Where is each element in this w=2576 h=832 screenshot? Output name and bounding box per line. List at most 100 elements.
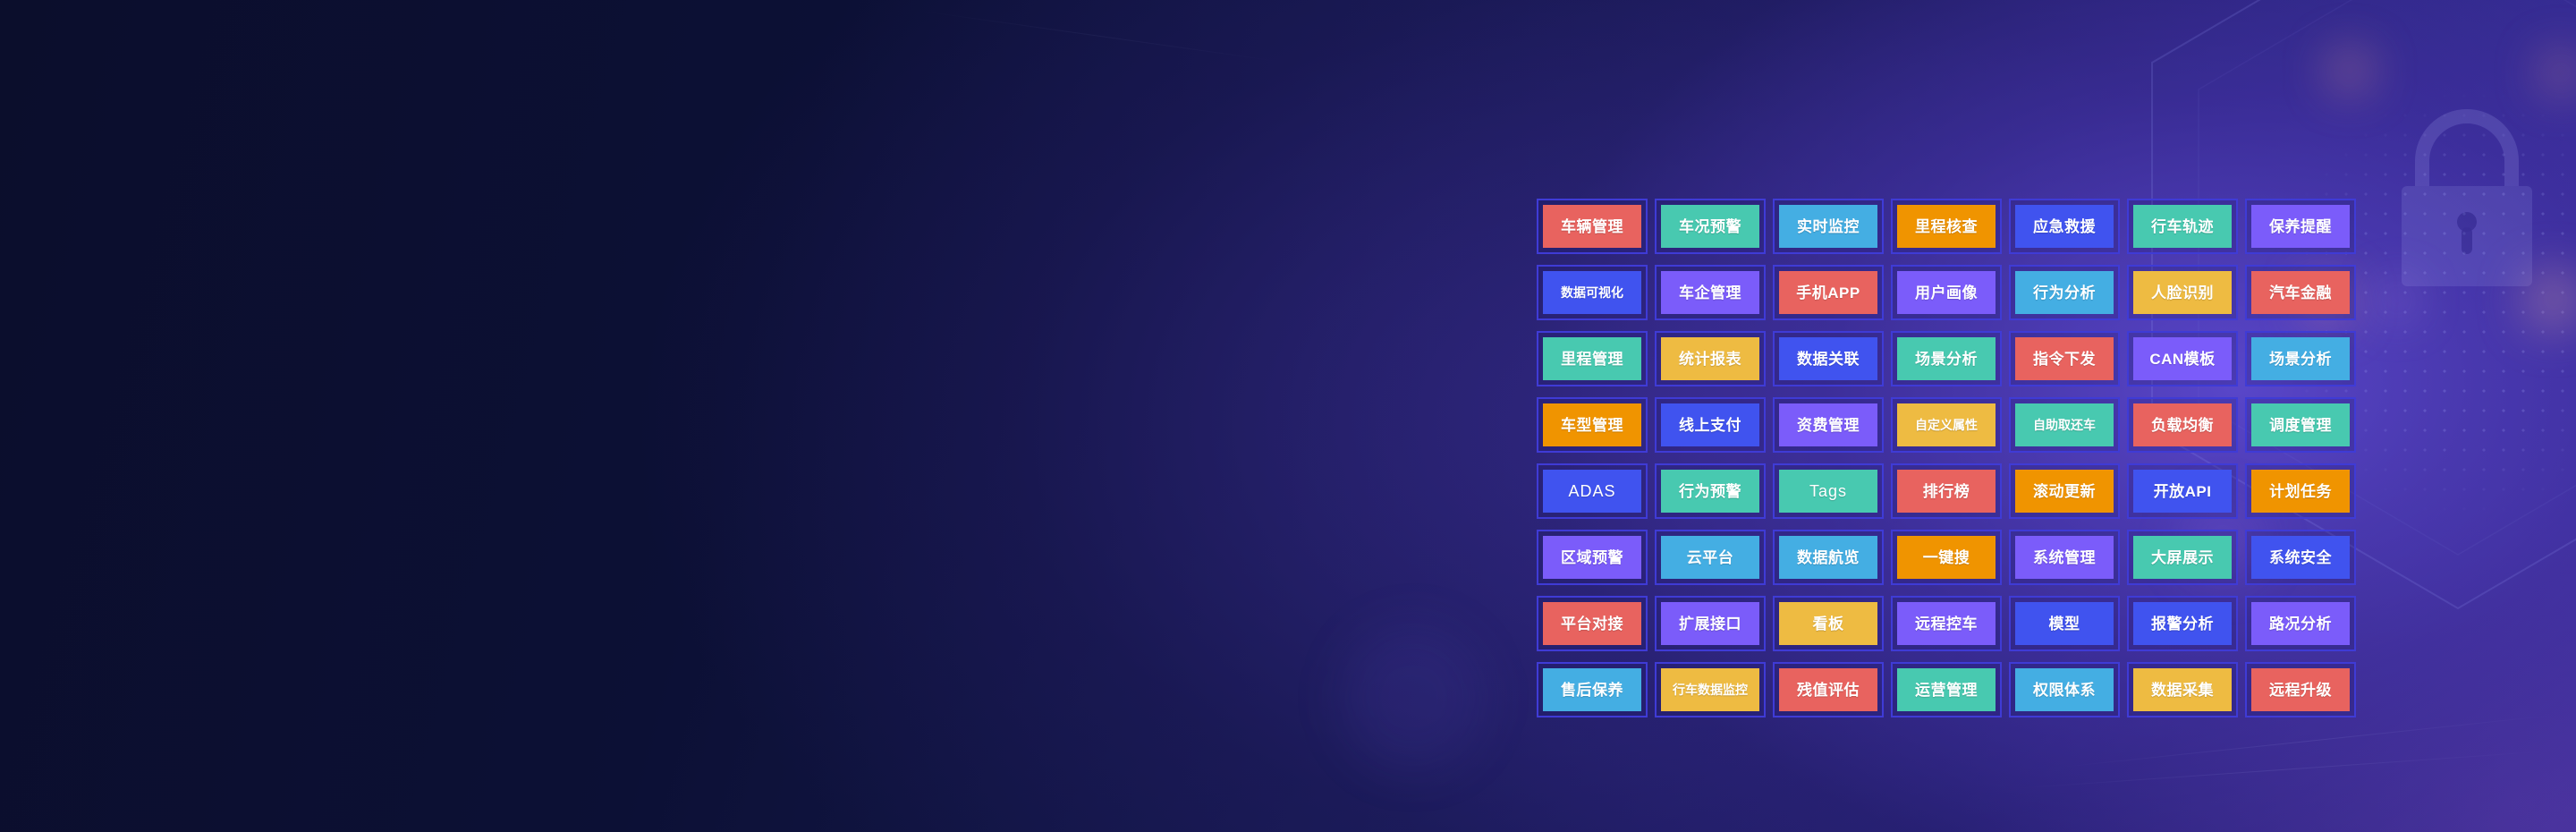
- feature-tile-label: 应急救援: [2015, 205, 2114, 248]
- feature-tile[interactable]: 用户画像: [1891, 265, 2002, 320]
- feature-tile[interactable]: 实时监控: [1773, 199, 1884, 254]
- feature-tile-label: 模型: [2015, 602, 2114, 645]
- feature-tile[interactable]: Tags: [1773, 463, 1884, 519]
- feature-tile-label: 场景分析: [1897, 337, 1996, 380]
- feature-tile-label: 车企管理: [1661, 271, 1759, 314]
- feature-tile-label: 大屏展示: [2133, 536, 2232, 579]
- feature-tile-label: 自定义属性: [1897, 403, 1996, 446]
- feature-tile[interactable]: 远程控车: [1891, 596, 2002, 651]
- feature-tile[interactable]: 滚动更新: [2009, 463, 2120, 519]
- feature-tile[interactable]: 自助取还车: [2009, 397, 2120, 453]
- feature-tile[interactable]: 数据可视化: [1537, 265, 1648, 320]
- feature-tile-label: 数据可视化: [1543, 271, 1641, 314]
- feature-tile[interactable]: 车企管理: [1655, 265, 1766, 320]
- feature-tile-label: 数据采集: [2133, 668, 2232, 711]
- feature-tile[interactable]: 人脸识别: [2127, 265, 2238, 320]
- light-streak: [913, 9, 1287, 64]
- feature-tile-label: 实时监控: [1779, 205, 1877, 248]
- feature-tile-label: 保养提醒: [2251, 205, 2350, 248]
- feature-tile-label: 行为预警: [1661, 470, 1759, 513]
- feature-tile[interactable]: 调度管理: [2245, 397, 2356, 453]
- feature-tile-label: 行为分析: [2015, 271, 2114, 314]
- feature-tile[interactable]: 权限体系: [2009, 662, 2120, 717]
- feature-tile[interactable]: 行车轨迹: [2127, 199, 2238, 254]
- feature-tile-label: CAN模板: [2133, 337, 2232, 380]
- feature-tile[interactable]: 计划任务: [2245, 463, 2356, 519]
- feature-tile[interactable]: 里程管理: [1537, 331, 1648, 386]
- feature-tile[interactable]: 手机APP: [1773, 265, 1884, 320]
- feature-tile[interactable]: 残值评估: [1773, 662, 1884, 717]
- feature-tile-label: 线上支付: [1661, 403, 1759, 446]
- feature-tile[interactable]: 扩展接口: [1655, 596, 1766, 651]
- feature-tile[interactable]: 应急救援: [2009, 199, 2120, 254]
- feature-tile[interactable]: 车型管理: [1537, 397, 1648, 453]
- feature-tile-label: 行车轨迹: [2133, 205, 2232, 248]
- feature-tile[interactable]: 行为预警: [1655, 463, 1766, 519]
- feature-tile[interactable]: 自定义属性: [1891, 397, 2002, 453]
- feature-tile-label: 计划任务: [2251, 470, 2350, 513]
- light-streak: [2012, 751, 2549, 789]
- feature-tile[interactable]: 负载均衡: [2127, 397, 2238, 453]
- feature-tile[interactable]: 行为分析: [2009, 265, 2120, 320]
- feature-tile-label: 排行榜: [1897, 470, 1996, 513]
- feature-tile[interactable]: 排行榜: [1891, 463, 2002, 519]
- feature-tile[interactable]: 区域预警: [1537, 530, 1648, 585]
- feature-tile[interactable]: 大屏展示: [2127, 530, 2238, 585]
- feature-tile[interactable]: 资费管理: [1773, 397, 1884, 453]
- feature-tile-label: 看板: [1779, 602, 1877, 645]
- glow-dot: [1342, 626, 1485, 769]
- feature-tile[interactable]: 运营管理: [1891, 662, 2002, 717]
- feature-tile[interactable]: 报警分析: [2127, 596, 2238, 651]
- feature-tile[interactable]: 保养提醒: [2245, 199, 2356, 254]
- feature-tile-label: 残值评估: [1779, 668, 1877, 711]
- feature-tile[interactable]: 云平台: [1655, 530, 1766, 585]
- feature-tile[interactable]: 车辆管理: [1537, 199, 1648, 254]
- feature-tile-label: 调度管理: [2251, 403, 2350, 446]
- feature-tile[interactable]: 开放API: [2127, 463, 2238, 519]
- glow-dot: [2379, 282, 2415, 318]
- feature-tile-label: 报警分析: [2133, 602, 2232, 645]
- lock-icon: [2402, 109, 2532, 286]
- glow-dot: [2522, 268, 2576, 331]
- feature-tile[interactable]: 里程核查: [1891, 199, 2002, 254]
- glow-dot: [2540, 52, 2576, 93]
- feature-tile-label: 用户画像: [1897, 271, 1996, 314]
- feature-tile[interactable]: 场景分析: [1891, 331, 2002, 386]
- feature-tile[interactable]: 模型: [2009, 596, 2120, 651]
- feature-tile[interactable]: 指令下发: [2009, 331, 2120, 386]
- feature-tile-label: 数据关联: [1779, 337, 1877, 380]
- feature-tile[interactable]: 数据关联: [1773, 331, 1884, 386]
- feature-tile[interactable]: 远程升级: [2245, 662, 2356, 717]
- feature-tile[interactable]: 一键搜: [1891, 530, 2002, 585]
- feature-tile[interactable]: 系统安全: [2245, 530, 2356, 585]
- feature-tile-label: 人脸识别: [2133, 271, 2232, 314]
- feature-tile[interactable]: CAN模板: [2127, 331, 2238, 386]
- feature-tile-label: 平台对接: [1543, 602, 1641, 645]
- feature-tile[interactable]: 行车数据监控: [1655, 662, 1766, 717]
- feature-tile[interactable]: 售后保养: [1537, 662, 1648, 717]
- feature-tile-label: 远程升级: [2251, 668, 2350, 711]
- feature-tile-label: 自助取还车: [2015, 403, 2114, 446]
- feature-tile[interactable]: 系统管理: [2009, 530, 2120, 585]
- feature-tile[interactable]: 场景分析: [2245, 331, 2356, 386]
- feature-tile[interactable]: 路况分析: [2245, 596, 2356, 651]
- feature-tile-label: 数据航览: [1779, 536, 1877, 579]
- feature-tile-label: 开放API: [2133, 470, 2232, 513]
- feature-tile-label: 区域预警: [1543, 536, 1641, 579]
- feature-tile[interactable]: 平台对接: [1537, 596, 1648, 651]
- feature-tile-label: 路况分析: [2251, 602, 2350, 645]
- feature-tile-label: 远程控车: [1897, 602, 1996, 645]
- feature-tile[interactable]: 线上支付: [1655, 397, 1766, 453]
- feature-tile[interactable]: 数据采集: [2127, 662, 2238, 717]
- feature-tile[interactable]: 统计报表: [1655, 331, 1766, 386]
- feature-tile-label: 车辆管理: [1543, 205, 1641, 248]
- feature-tile[interactable]: 车况预警: [1655, 199, 1766, 254]
- feature-tile[interactable]: 汽车金融: [2245, 265, 2356, 320]
- feature-tile[interactable]: 数据航览: [1773, 530, 1884, 585]
- feature-tile[interactable]: ADAS: [1537, 463, 1648, 519]
- feature-tile-label: Tags: [1779, 470, 1877, 513]
- feature-tile[interactable]: 看板: [1773, 596, 1884, 651]
- feature-tile-label: ADAS: [1543, 470, 1641, 513]
- feature-tile-label: 手机APP: [1779, 271, 1877, 314]
- feature-tile-label: 资费管理: [1779, 403, 1877, 446]
